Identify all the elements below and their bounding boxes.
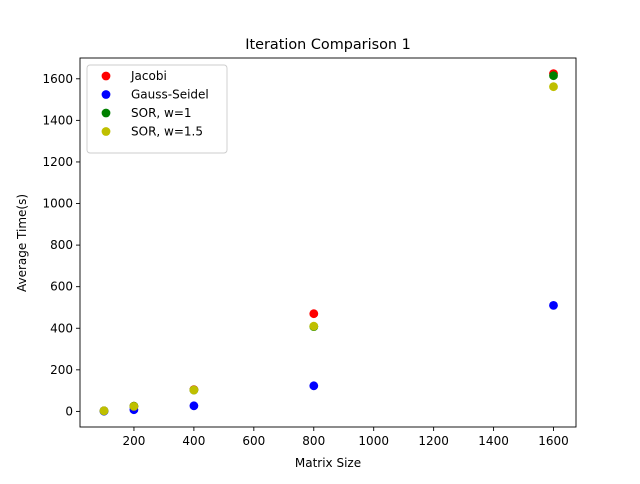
legend-label: SOR, w=1.5: [131, 125, 203, 139]
data-point-sor-w-1-5: [549, 82, 558, 92]
y-tick-label: 1600: [42, 72, 73, 86]
chart-title: Iteration Comparison 1: [245, 37, 411, 53]
axes-frame: [79, 57, 577, 428]
legend: Jacobi Gauss-Seidel SOR, w=1 SOR, w=1.5: [86, 64, 228, 154]
data-point-gauss-seidel: [549, 301, 558, 310]
data-point-sor-w-1-5: [189, 385, 199, 395]
y-tick-label: 0: [65, 404, 73, 418]
x-tick-label: 400: [182, 434, 205, 448]
legend-marker: [101, 127, 111, 136]
legend-label: Gauss-Seidel: [131, 88, 209, 102]
y-tick-label: 200: [50, 363, 73, 377]
data-point-sor-w-1: [549, 71, 558, 81]
x-axis-label: Matrix Size: [295, 456, 361, 470]
y-tick-label: 800: [50, 238, 73, 252]
legend-label: Jacobi: [130, 69, 167, 83]
legend-marker: [101, 108, 111, 118]
x-tick-label: 1400: [478, 434, 509, 448]
x-tick-label: 1000: [358, 434, 389, 448]
y-axis-label: Average Time(s): [15, 194, 29, 292]
x-tick-label: 800: [302, 434, 325, 448]
y-tick-label: 1400: [42, 113, 73, 127]
x-tick-label: 1600: [538, 434, 569, 448]
x-tick-label: 600: [242, 434, 265, 448]
y-tick-label: 600: [50, 280, 73, 294]
data-point-jacobi: [309, 309, 319, 319]
data-point-sor-w-1-5: [309, 321, 319, 331]
legend-marker: [101, 71, 111, 81]
legend-box: [86, 64, 228, 154]
legend-marker: [101, 90, 111, 99]
x-tick-label: 200: [122, 434, 145, 448]
data-point-sor-w-1-5: [129, 402, 139, 411]
y-tick-label: 1000: [42, 197, 73, 211]
data-point-gauss-seidel: [309, 381, 319, 391]
legend-label: SOR, w=1: [131, 106, 192, 120]
y-tick-label: 400: [50, 321, 73, 335]
y-tick-label: 1200: [42, 155, 73, 169]
plot-area: 200 400 600 800 1000 1200 1400 1600 0 200 400 600 80…: [42, 57, 577, 448]
x-tick-label: 1200: [418, 434, 449, 448]
data-point-gauss-seidel: [189, 401, 199, 411]
data-point-sor-w-1-5: [99, 406, 109, 416]
